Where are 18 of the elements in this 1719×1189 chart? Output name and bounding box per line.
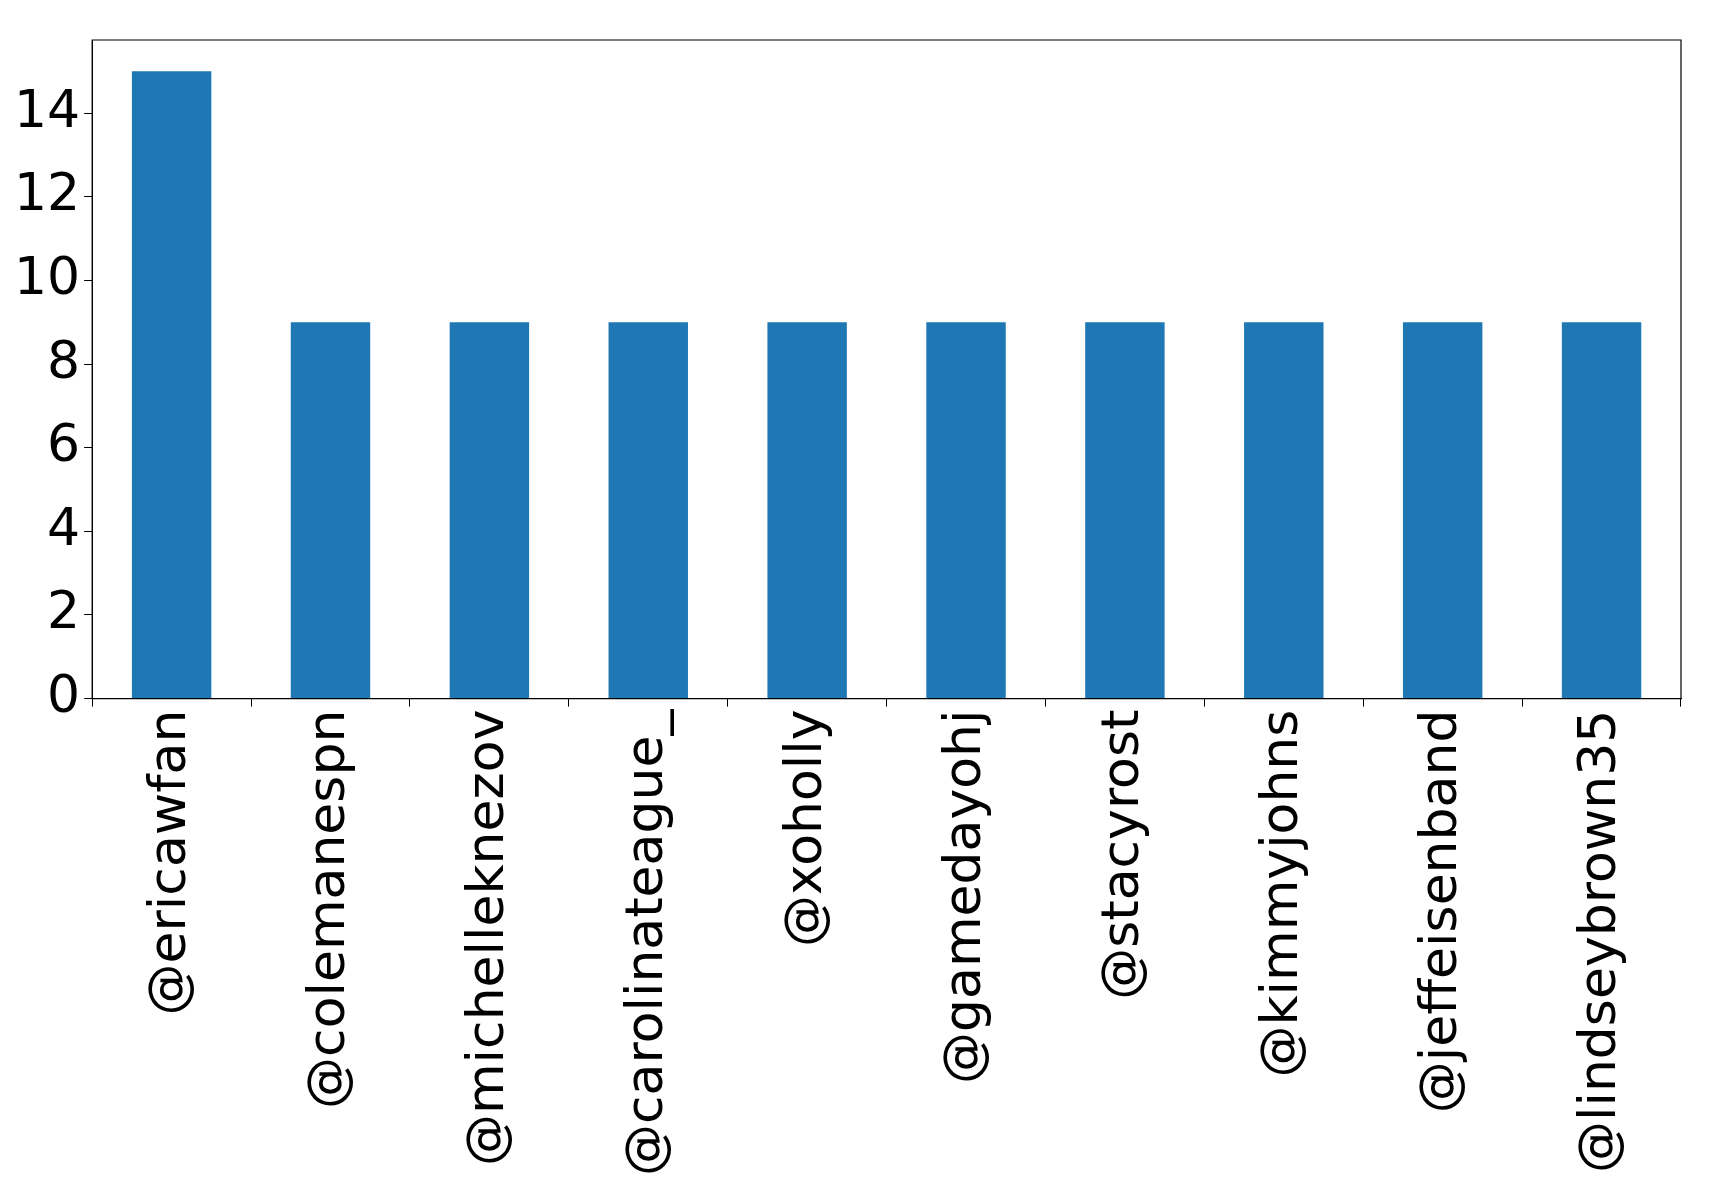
y-tick-label: 10 (14, 245, 81, 306)
y-tick-label: 14 (14, 78, 81, 139)
x-tick-label: @xoholly (772, 709, 833, 948)
y-tick-label: 8 (47, 329, 81, 390)
x-tick-label: @carolinateague_ (613, 708, 674, 1177)
y-tick-label: 0 (47, 664, 81, 725)
x-tick-label: @michelleknezov (454, 709, 515, 1167)
x-tick-label: @gamedayohj (931, 709, 992, 1084)
x-tick-label: @stacyrost (1090, 709, 1151, 1000)
y-tick-label: 12 (14, 162, 81, 223)
x-tick-label: @kimmyjohns (1249, 709, 1310, 1078)
y-tick-label: 6 (47, 413, 81, 474)
x-tick-label: @lindseybrown35 (1567, 709, 1628, 1174)
y-tick-label: 4 (47, 496, 81, 557)
y-tick-label: 2 (47, 580, 81, 641)
x-tick-label: @jeffeisenband (1408, 709, 1469, 1114)
x-tick-label: @colemanespn (296, 709, 357, 1109)
x-tick-label: @ericawfan (137, 709, 198, 1016)
